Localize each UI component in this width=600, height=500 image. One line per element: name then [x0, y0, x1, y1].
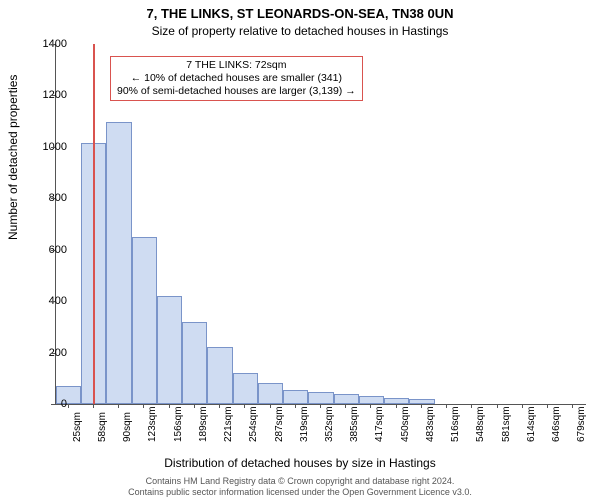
- x-tick-label: 90sqm: [122, 412, 133, 442]
- histogram-bar: [207, 347, 232, 404]
- histogram-bar: [106, 122, 131, 404]
- annotation-line-2: ← 10% of detached houses are smaller (34…: [117, 72, 356, 85]
- x-tick-mark: [497, 404, 498, 408]
- x-tick-label: 581sqm: [501, 406, 512, 442]
- x-tick-label: 516sqm: [450, 406, 461, 442]
- annotation-line-1: 7 THE LINKS: 72sqm: [117, 59, 356, 72]
- histogram-bar: [233, 373, 258, 404]
- x-tick-label: 25sqm: [72, 412, 83, 442]
- y-tick-mark: [51, 198, 55, 199]
- chart-title-sub: Size of property relative to detached ho…: [0, 24, 600, 38]
- x-tick-mark: [547, 404, 548, 408]
- x-tick-label: 287sqm: [274, 406, 285, 442]
- y-tick-mark: [51, 250, 55, 251]
- x-tick-label: 189sqm: [198, 406, 209, 442]
- histogram-bar: [258, 383, 283, 404]
- chart-title-main: 7, THE LINKS, ST LEONARDS-ON-SEA, TN38 0…: [0, 6, 600, 21]
- x-tick-mark: [93, 404, 94, 408]
- histogram-bar: [409, 399, 434, 404]
- x-tick-label: 614sqm: [526, 406, 537, 442]
- y-tick-mark: [51, 353, 55, 354]
- histogram-bar: [334, 394, 359, 404]
- x-tick-mark: [370, 404, 371, 408]
- x-tick-label: 319sqm: [299, 406, 310, 442]
- x-tick-mark: [471, 404, 472, 408]
- annotation-box: 7 THE LINKS: 72sqm ← 10% of detached hou…: [110, 56, 363, 101]
- histogram-bar: [359, 396, 384, 404]
- x-tick-mark: [143, 404, 144, 408]
- x-tick-mark: [219, 404, 220, 408]
- x-tick-mark: [295, 404, 296, 408]
- x-tick-mark: [345, 404, 346, 408]
- x-tick-label: 417sqm: [374, 406, 385, 442]
- chart-container: 7, THE LINKS, ST LEONARDS-ON-SEA, TN38 0…: [0, 0, 600, 500]
- x-tick-mark: [118, 404, 119, 408]
- attribution: Contains HM Land Registry data © Crown c…: [0, 476, 600, 498]
- x-tick-label: 254sqm: [248, 406, 259, 442]
- histogram-bar: [308, 392, 333, 404]
- x-tick-label: 679sqm: [576, 406, 587, 442]
- y-axis-label: Number of detached properties: [6, 75, 20, 240]
- x-tick-label: 352sqm: [324, 406, 335, 442]
- x-tick-label: 548sqm: [475, 406, 486, 442]
- y-tick-mark: [51, 44, 55, 45]
- x-tick-mark: [270, 404, 271, 408]
- histogram-bar: [157, 296, 182, 404]
- attribution-line-1: Contains HM Land Registry data © Crown c…: [0, 476, 600, 487]
- histogram-bar: [132, 237, 157, 404]
- x-tick-mark: [446, 404, 447, 408]
- attribution-line-2: Contains public sector information licen…: [0, 487, 600, 498]
- x-tick-label: 646sqm: [551, 406, 562, 442]
- x-tick-label: 483sqm: [425, 406, 436, 442]
- x-tick-label: 450sqm: [400, 406, 411, 442]
- x-tick-label: 221sqm: [223, 406, 234, 442]
- x-tick-mark: [169, 404, 170, 408]
- y-tick-mark: [51, 404, 55, 405]
- x-tick-label: 385sqm: [349, 406, 360, 442]
- y-tick-mark: [51, 147, 55, 148]
- x-tick-mark: [244, 404, 245, 408]
- property-marker-line: [93, 44, 95, 404]
- x-axis-label: Distribution of detached houses by size …: [0, 456, 600, 470]
- x-tick-mark: [396, 404, 397, 408]
- annotation-line-3: 90% of semi-detached houses are larger (…: [117, 85, 356, 98]
- x-tick-mark: [320, 404, 321, 408]
- x-tick-mark: [194, 404, 195, 408]
- histogram-bar: [182, 322, 207, 404]
- x-tick-label: 123sqm: [147, 406, 158, 442]
- x-tick-label: 58sqm: [97, 412, 108, 442]
- x-tick-mark: [522, 404, 523, 408]
- y-tick-mark: [51, 301, 55, 302]
- histogram-bar: [384, 398, 409, 404]
- x-tick-label: 156sqm: [173, 406, 184, 442]
- histogram-bar: [283, 390, 308, 404]
- y-tick-mark: [51, 95, 55, 96]
- x-tick-mark: [68, 404, 69, 408]
- x-tick-mark: [421, 404, 422, 408]
- x-tick-mark: [572, 404, 573, 408]
